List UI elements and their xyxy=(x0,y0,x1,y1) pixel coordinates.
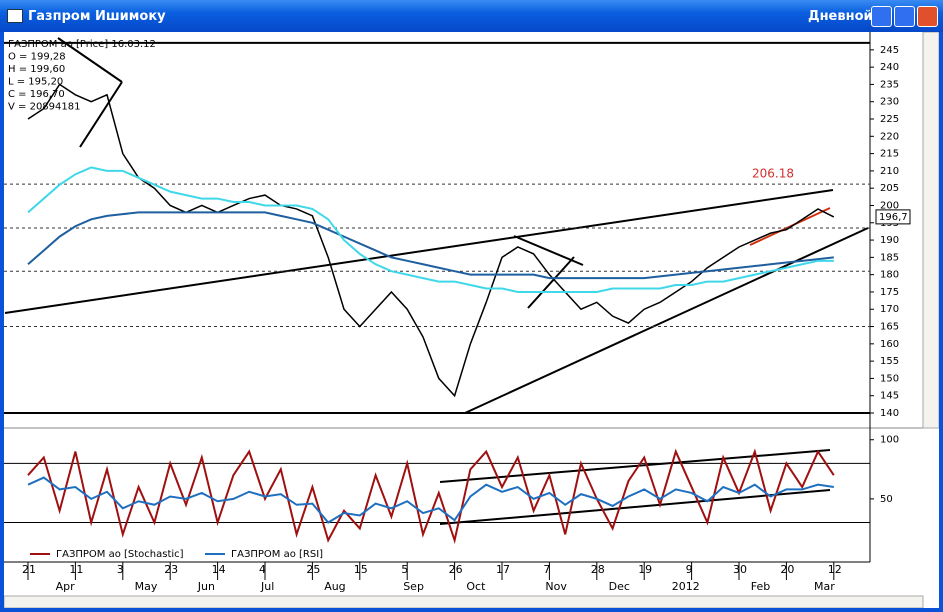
y-tick-label: 140 xyxy=(880,408,899,419)
x-tick-label: 3 xyxy=(117,563,124,576)
x-month-label: Feb xyxy=(751,580,770,593)
x-month-label: Dec xyxy=(609,580,630,593)
x-tick-label: 7 xyxy=(543,563,550,576)
x-tick-label: 12 xyxy=(828,563,842,576)
header-text: C = 196,70 xyxy=(8,89,65,100)
x-tick-label: 4 xyxy=(259,563,266,576)
series-line xyxy=(27,211,834,280)
series-line xyxy=(27,83,835,398)
header-text: L = 195,20 xyxy=(8,77,63,88)
app-icon xyxy=(7,9,23,23)
trend-lines xyxy=(4,37,869,525)
y-tick-label: 170 xyxy=(880,304,899,315)
header-text: ГАЗПРОМ ао [Price] 16.03.12 xyxy=(8,39,156,50)
x-month-label: Oct xyxy=(466,580,486,593)
series-line xyxy=(27,448,835,545)
legend-label: ГАЗПРОМ ао [Stochastic] xyxy=(56,549,184,560)
minimize-button[interactable] xyxy=(871,6,892,27)
y-tick-label: 205 xyxy=(880,183,899,194)
x-tick-label: 19 xyxy=(638,563,652,576)
header-text: H = 199,60 xyxy=(8,64,65,75)
h-scrollbar[interactable] xyxy=(4,595,924,608)
x-tick-label: 17 xyxy=(496,563,510,576)
x-month-label: Nov xyxy=(545,580,567,593)
last-price-box xyxy=(875,209,911,225)
x-month-label: 2012 xyxy=(672,580,700,593)
y-tick-label: 230 xyxy=(880,97,899,108)
x-month-label: Apr xyxy=(56,580,76,593)
y-tick-label: 175 xyxy=(880,287,899,298)
y-tick-label: 155 xyxy=(880,356,899,367)
x-month-label: May xyxy=(135,580,158,593)
chart-area: ГАЗПРОМ ао [Price] 16.03.12 O = 199,28H =… xyxy=(4,32,939,608)
x-tick-label: 9 xyxy=(686,563,693,576)
trend-line xyxy=(57,37,123,83)
legend-label: ГАЗПРОМ ао [RSI] xyxy=(231,549,323,560)
last-price-label: 196,7 xyxy=(879,212,908,223)
y-tick-label: 235 xyxy=(880,79,899,90)
x-tick-label: 23 xyxy=(164,563,178,576)
x-month-label: Mar xyxy=(814,580,835,593)
y-tick-label: 150 xyxy=(880,373,899,384)
window-title: Газпром Ишимоку xyxy=(28,9,166,24)
level-label: 206.18 xyxy=(752,167,794,181)
x-month-label: Jun xyxy=(197,580,215,593)
trend-line xyxy=(79,81,123,148)
y-tick-label: 240 xyxy=(880,62,899,73)
series-line xyxy=(27,476,834,524)
y-tick-label: 165 xyxy=(880,322,899,333)
x-tick-label: 5 xyxy=(401,563,408,576)
y-tick-label: 200 xyxy=(880,200,899,211)
trend-line xyxy=(439,489,831,525)
x-tick-label: 28 xyxy=(591,563,605,576)
y-tick-label: 215 xyxy=(880,149,899,160)
trend-line xyxy=(4,189,834,314)
y-tick-label: 100 xyxy=(880,435,899,446)
x-tick-label: 20 xyxy=(780,563,794,576)
y-tick-label: 160 xyxy=(880,339,899,350)
x-tick-label: 15 xyxy=(354,563,368,576)
trend-line xyxy=(464,227,869,414)
period-mode[interactable]: Дневной xyxy=(808,9,873,24)
v-scrollbar[interactable] xyxy=(922,32,939,429)
y-tick-label: 220 xyxy=(880,131,899,142)
x-tick-label: 26 xyxy=(449,563,463,576)
header-text: O = 199,28 xyxy=(8,52,66,63)
x-tick-label: 11 xyxy=(69,563,83,576)
series-line xyxy=(27,166,834,293)
x-tick-label: 25 xyxy=(306,563,320,576)
y-tick-label: 225 xyxy=(880,114,899,125)
x-tick-label: 21 xyxy=(22,563,36,576)
maximize-button[interactable] xyxy=(894,6,915,27)
trend-line xyxy=(439,449,831,483)
x-month-label: Aug xyxy=(324,580,345,593)
trend-line xyxy=(527,256,575,309)
x-tick-label: 30 xyxy=(733,563,747,576)
y-tick-label: 50 xyxy=(880,494,893,505)
title-bar: Газпром Ишимоку Дневной xyxy=(0,0,943,32)
x-month-label: Sep xyxy=(403,580,424,593)
y-tick-label: 180 xyxy=(880,270,899,281)
y-tick-label: 145 xyxy=(880,391,899,402)
y-tick-label: 190 xyxy=(880,235,899,246)
x-month-label: Jul xyxy=(260,580,274,593)
close-button[interactable] xyxy=(917,6,938,27)
y-tick-label: 185 xyxy=(880,252,899,263)
y-tick-label: 245 xyxy=(880,45,899,56)
x-tick-label: 14 xyxy=(212,563,226,576)
y-tick-label: 210 xyxy=(880,166,899,177)
background xyxy=(4,32,939,608)
